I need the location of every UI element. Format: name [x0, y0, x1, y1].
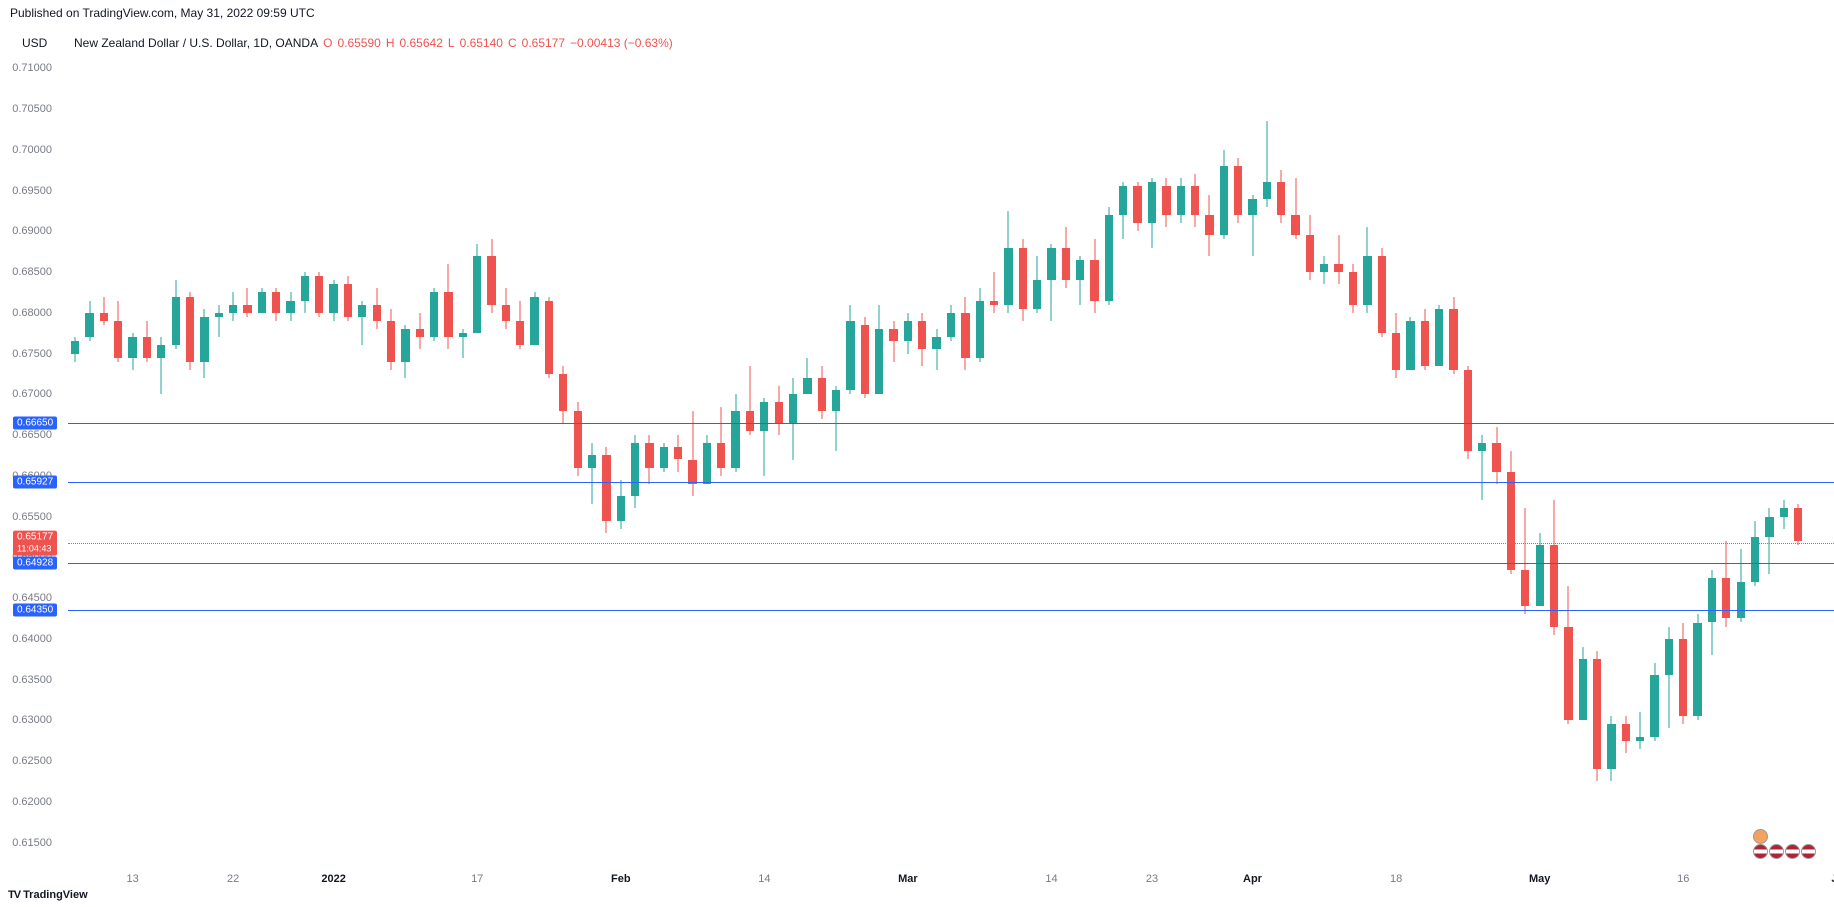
x-tick-label: 18	[1390, 873, 1402, 885]
ohlc-o: 0.65590	[337, 36, 380, 50]
hline-price-label: 0.64928	[13, 557, 57, 570]
horizontal-line[interactable]	[68, 482, 1834, 483]
hline-price-label: 0.66650	[13, 416, 57, 429]
hline-price-label: 0.64350	[13, 604, 57, 617]
y-tick-label: 0.70500	[4, 103, 52, 115]
published-header: Published on TradingView.com, May 31, 20…	[10, 6, 315, 20]
y-axis: 0.615000.620000.625000.630000.635000.640…	[16, 52, 66, 867]
tv-logo: TV	[8, 889, 20, 901]
y-tick-label: 0.68500	[4, 266, 52, 278]
ohlc-h: 0.65642	[400, 36, 443, 50]
currency-flags-decoration	[1753, 829, 1816, 859]
ohlc-o-label: O	[323, 36, 332, 50]
ohlc-l: 0.65140	[460, 36, 503, 50]
x-tick-label: Feb	[611, 873, 631, 885]
y-tick-label: 0.61500	[4, 837, 52, 849]
horizontal-line[interactable]	[68, 610, 1834, 611]
horizontal-line[interactable]	[68, 423, 1834, 424]
y-tick-label: 0.66500	[4, 429, 52, 441]
ohlc-c: 0.65177	[522, 36, 565, 50]
current-price-label: 0.6517711:04:43	[13, 530, 57, 555]
symbol-name: New Zealand Dollar / U.S. Dollar, 1D, OA…	[74, 36, 318, 50]
candlestick-chart[interactable]: 0.615000.620000.625000.630000.635000.640…	[68, 52, 1834, 867]
candle-container	[68, 52, 1834, 867]
y-tick-label: 0.68000	[4, 307, 52, 319]
y-tick-label: 0.67000	[4, 388, 52, 400]
y-tick-label: 0.67500	[4, 348, 52, 360]
y-tick-label: 0.64500	[4, 592, 52, 604]
y-tick-label: 0.62500	[4, 755, 52, 767]
tradingview-footer: TVTradingView	[8, 889, 88, 901]
y-tick-label: 0.62000	[4, 796, 52, 808]
y-tick-label: 0.64000	[4, 633, 52, 645]
hline-price-label: 0.65927	[13, 475, 57, 488]
x-tick-label: 17	[471, 873, 483, 885]
ohlc-c-label: C	[508, 36, 517, 50]
y-tick-label: 0.63500	[4, 674, 52, 686]
y-tick-label: 0.70000	[4, 144, 52, 156]
tv-text: TradingView	[23, 889, 88, 901]
y-tick-label: 0.63000	[4, 714, 52, 726]
x-tick-label: 16	[1677, 873, 1689, 885]
horizontal-line[interactable]	[68, 563, 1834, 564]
x-tick-label: 13	[126, 873, 138, 885]
ohlc-change: −0.00413 (−0.63%)	[570, 36, 673, 50]
current-price-line	[68, 543, 1834, 544]
currency-label: USD	[22, 36, 47, 50]
x-tick-label: May	[1529, 873, 1550, 885]
x-tick-label: Apr	[1243, 873, 1262, 885]
x-tick-label: Mar	[898, 873, 918, 885]
y-tick-label: 0.65500	[4, 511, 52, 523]
x-tick-label: 22	[227, 873, 239, 885]
x-axis: 1322202217Feb14Mar1423Apr18May16Jun	[68, 873, 1834, 893]
x-tick-label: 23	[1146, 873, 1158, 885]
x-tick-label: 14	[758, 873, 770, 885]
ohlc-h-label: H	[386, 36, 395, 50]
x-tick-label: 2022	[321, 873, 345, 885]
y-tick-label: 0.69500	[4, 185, 52, 197]
y-tick-label: 0.71000	[4, 62, 52, 74]
ohlc-l-label: L	[448, 36, 455, 50]
symbol-title-row: New Zealand Dollar / U.S. Dollar, 1D, OA…	[74, 36, 673, 50]
x-tick-label: 14	[1045, 873, 1057, 885]
y-tick-label: 0.69000	[4, 225, 52, 237]
